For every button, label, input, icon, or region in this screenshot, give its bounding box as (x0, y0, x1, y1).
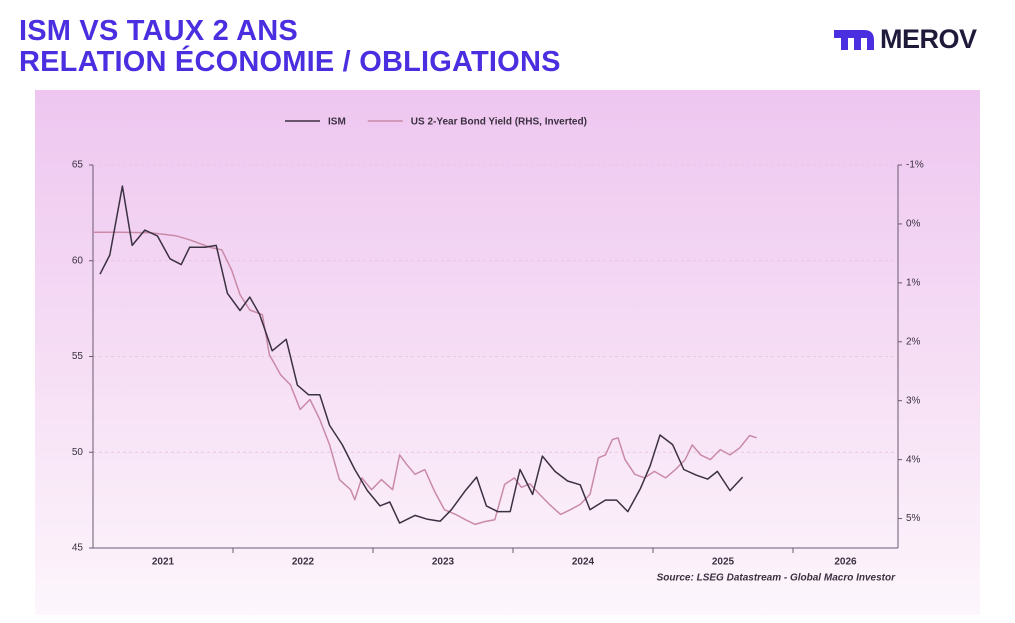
brand-logo: MEROV (834, 24, 977, 54)
y2-tick-label: 2% (906, 336, 921, 347)
brand-icon-shape (834, 30, 874, 50)
y2-tick-label: 3% (906, 395, 921, 406)
y-tick-label: 60 (72, 255, 84, 266)
y2-tick-label: 5% (906, 513, 921, 524)
x-category-label: 2022 (292, 557, 315, 568)
y-tick-label: 65 (72, 160, 84, 171)
x-category-label: 2023 (432, 557, 455, 568)
legend-label: ISM (328, 117, 346, 128)
chart-panel (35, 90, 980, 615)
series-line (93, 231, 757, 526)
x-category-label: 2021 (152, 557, 175, 568)
y-tick-label: 55 (72, 351, 84, 362)
chart-title: ISM VS TAUX 2 ANS (19, 15, 298, 47)
legend-label: US 2-Year Bond Yield (RHS, Inverted) (411, 117, 587, 128)
y2-tick-label: 4% (906, 454, 921, 465)
y2-tick-label: -1% (906, 160, 924, 171)
y-tick-label: 45 (72, 543, 84, 554)
brand-icon (834, 30, 874, 50)
source-note: Source: LSEG Datastream - Global Macro I… (657, 573, 897, 584)
x-category-label: 2024 (572, 557, 595, 568)
chart-subtitle: RELATION ÉCONOMIE / OBLIGATIONS (19, 46, 561, 78)
brand-text: MEROV (880, 23, 977, 54)
y-tick-label: 50 (72, 447, 84, 458)
x-category-label: 2026 (834, 557, 857, 568)
x-category-label: 2025 (712, 557, 735, 568)
y2-tick-label: 0% (906, 219, 921, 230)
series-line (99, 185, 744, 524)
y2-tick-label: 1% (906, 277, 921, 288)
